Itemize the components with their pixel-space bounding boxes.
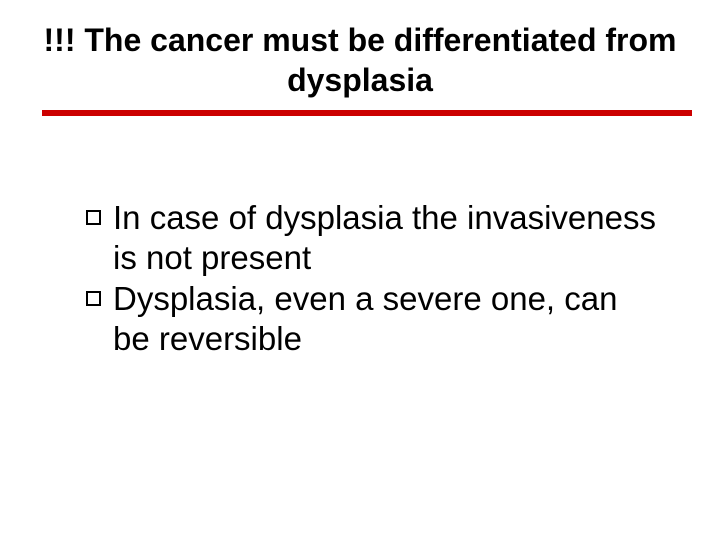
bullet-text: Dysplasia, even a severe one, can be rev…: [113, 279, 660, 360]
slide: !!! The cancer must be differentiated fr…: [0, 0, 720, 540]
list-item: In case of dysplasia the invasiveness is…: [86, 198, 660, 279]
square-bullet-icon: [86, 210, 101, 225]
slide-title: !!! The cancer must be differentiated fr…: [26, 20, 694, 100]
title-block: !!! The cancer must be differentiated fr…: [20, 20, 700, 100]
bullet-text: In case of dysplasia the invasiveness is…: [113, 198, 660, 279]
list-item: Dysplasia, even a severe one, can be rev…: [86, 279, 660, 360]
body-block: In case of dysplasia the invasiveness is…: [20, 198, 700, 359]
square-bullet-icon: [86, 291, 101, 306]
title-underline-rule: [42, 110, 692, 116]
